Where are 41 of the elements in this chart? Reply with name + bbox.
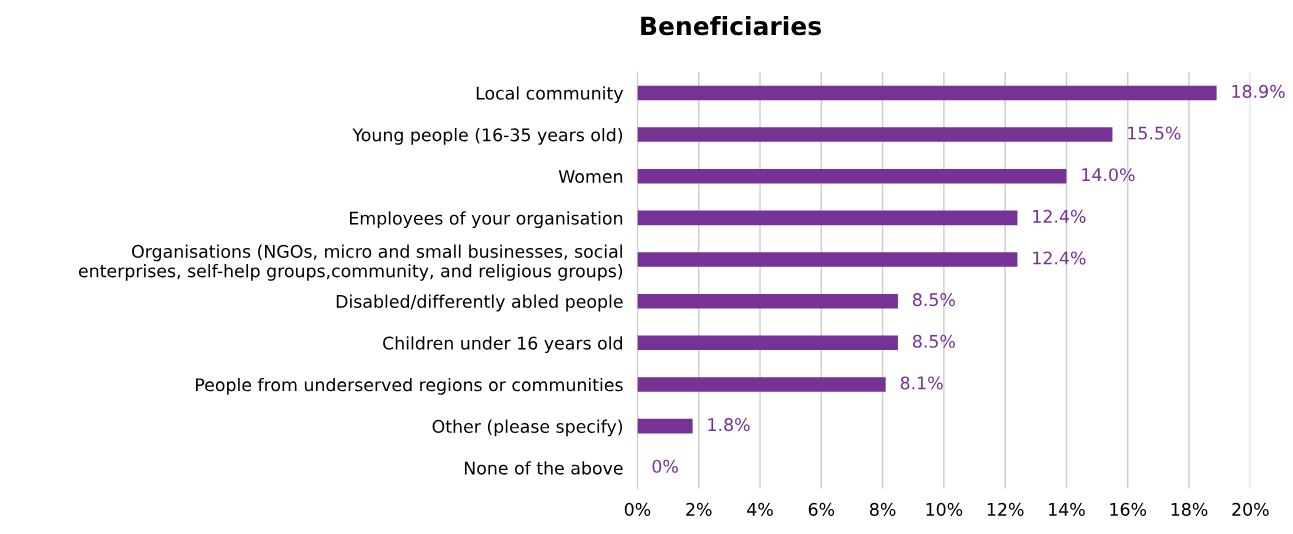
data-label: 1.8%	[708, 418, 750, 432]
x-tick-label: 14%	[1049, 502, 1085, 516]
x-tick-label: 2%	[686, 502, 712, 516]
y-tick-label: None of the above	[464, 461, 623, 475]
data-label: 8.5%	[912, 293, 955, 307]
chart-title: Beneficiaries	[641, 16, 821, 36]
x-tick-label: 20%	[1232, 502, 1269, 516]
data-label: 18.9%	[1232, 84, 1285, 98]
bar	[637, 252, 1018, 267]
y-tick-label: People from underserved regions or communities	[196, 377, 623, 395]
y-tick-label: Disabled/differently abled people	[336, 294, 623, 312]
data-label: 8.5%	[912, 334, 955, 348]
x-tick-label: 4%	[747, 502, 773, 516]
y-tick-label: Employees of your organisation	[350, 211, 623, 229]
y-tick-label: Women	[558, 170, 623, 184]
bar	[637, 377, 886, 392]
bar	[637, 293, 898, 309]
x-tick-label: 12%	[987, 502, 1024, 516]
y-tick-label: Young people (16-35 years old)	[352, 127, 623, 145]
y-tick-label: Children under 16 years old	[383, 336, 622, 354]
data-label: 8.1%	[900, 376, 943, 390]
x-tick-label: 0%	[624, 502, 651, 516]
x-tick-label: 18%	[1171, 502, 1208, 516]
bar	[637, 418, 693, 434]
x-tick-label: 6%	[808, 502, 835, 516]
data-label: 14.0%	[1082, 168, 1135, 182]
x-tick-label: 10%	[926, 502, 963, 516]
bar	[637, 168, 1067, 184]
y-tick-label: Other (please specify)	[432, 419, 623, 437]
y-tick-label: Local community	[476, 86, 624, 104]
data-label: 12.4%	[1033, 209, 1086, 223]
bar	[637, 127, 1113, 142]
bar	[637, 210, 1018, 226]
y-tick-label: Organisations (NGOs, micro and small businesses, social enterprises, self-help groups,community, and religious groups)	[78, 244, 623, 281]
x-tick-label: 8%	[870, 502, 896, 516]
x-tick-label: 16%	[1110, 502, 1147, 516]
bar	[637, 335, 898, 351]
data-label: 15.5%	[1128, 126, 1181, 140]
data-label: 0%	[652, 459, 678, 473]
bar	[637, 85, 1217, 101]
data-label: 12.4%	[1033, 251, 1086, 265]
